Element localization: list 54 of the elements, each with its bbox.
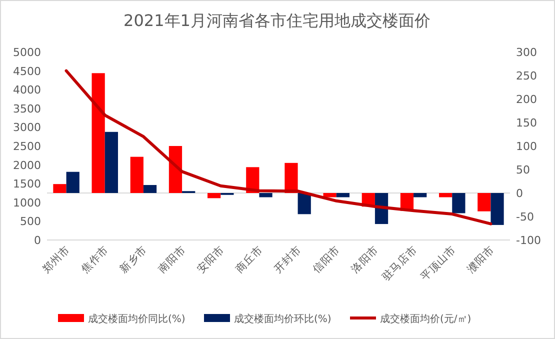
y2-tick-label: -100 <box>516 234 541 247</box>
y-tick-label: 2500 <box>13 140 41 153</box>
bar <box>92 73 105 193</box>
y-tick-label: 4500 <box>13 64 41 78</box>
y-tick-label: 5000 <box>13 46 41 59</box>
legend-label: 成交楼面均价环比(%) <box>234 313 332 325</box>
bar <box>284 162 298 193</box>
y2-tick-label: 200 <box>516 93 537 106</box>
x-tick-label: 新乡市 <box>117 242 150 276</box>
bar <box>490 193 504 225</box>
bar <box>478 193 491 212</box>
bar <box>143 185 157 193</box>
x-tick-label: 开封市 <box>271 242 304 276</box>
x-tick-label: 信阳市 <box>310 242 342 276</box>
bar <box>323 193 336 198</box>
y-tick-label: 1000 <box>13 196 41 210</box>
x-tick-label: 濮阳市 <box>464 242 497 276</box>
bar <box>414 193 427 198</box>
x-tick-label: 驻马店市 <box>379 242 420 284</box>
legend-label: 成交楼面均价同比(%) <box>88 313 186 325</box>
y-tick-label: 3000 <box>13 121 41 134</box>
bar <box>452 193 466 214</box>
y2-tick-label: 300 <box>516 46 537 59</box>
y2-tick-label: 250 <box>516 70 537 82</box>
legend-label: 成交楼面均价(元/㎡) <box>380 313 472 325</box>
bar <box>259 193 272 198</box>
y2-tick-label: 150 <box>516 116 537 130</box>
bar <box>66 172 80 193</box>
x-tick-label: 洛阳市 <box>348 242 382 276</box>
bar <box>168 146 182 193</box>
x-tick-label: 焦作市 <box>78 242 111 276</box>
y-tick-label: 2000 <box>13 158 41 172</box>
x-tick-label: 郑州市 <box>40 242 72 276</box>
bar <box>439 193 452 198</box>
x-tick-label: 南阳市 <box>156 242 188 276</box>
y-tick-label: 3500 <box>13 102 41 116</box>
bar <box>53 184 66 193</box>
y2-tick-label: 0 <box>516 187 523 200</box>
bar <box>130 156 144 193</box>
y2-tick-label: 50 <box>516 164 530 176</box>
bar <box>336 193 350 198</box>
y-tick-label: 1500 <box>13 178 41 191</box>
x-tick-label: 商丘市 <box>232 242 266 276</box>
y2-tick-label: 100 <box>516 140 537 153</box>
y-tick-label: 500 <box>20 215 41 228</box>
bar <box>208 193 221 198</box>
x-tick-label: 平顶山市 <box>418 242 458 284</box>
bar <box>298 193 311 214</box>
y-tick-label: 4000 <box>13 84 41 97</box>
bar <box>104 132 118 193</box>
x-tick-label: 安阳市 <box>194 242 227 276</box>
y2-tick-label: -50 <box>516 210 534 224</box>
chart-title: 2021年1月河南省各市住宅用地成交楼面价 <box>124 11 430 30</box>
y-tick-label: 0 <box>34 234 41 247</box>
